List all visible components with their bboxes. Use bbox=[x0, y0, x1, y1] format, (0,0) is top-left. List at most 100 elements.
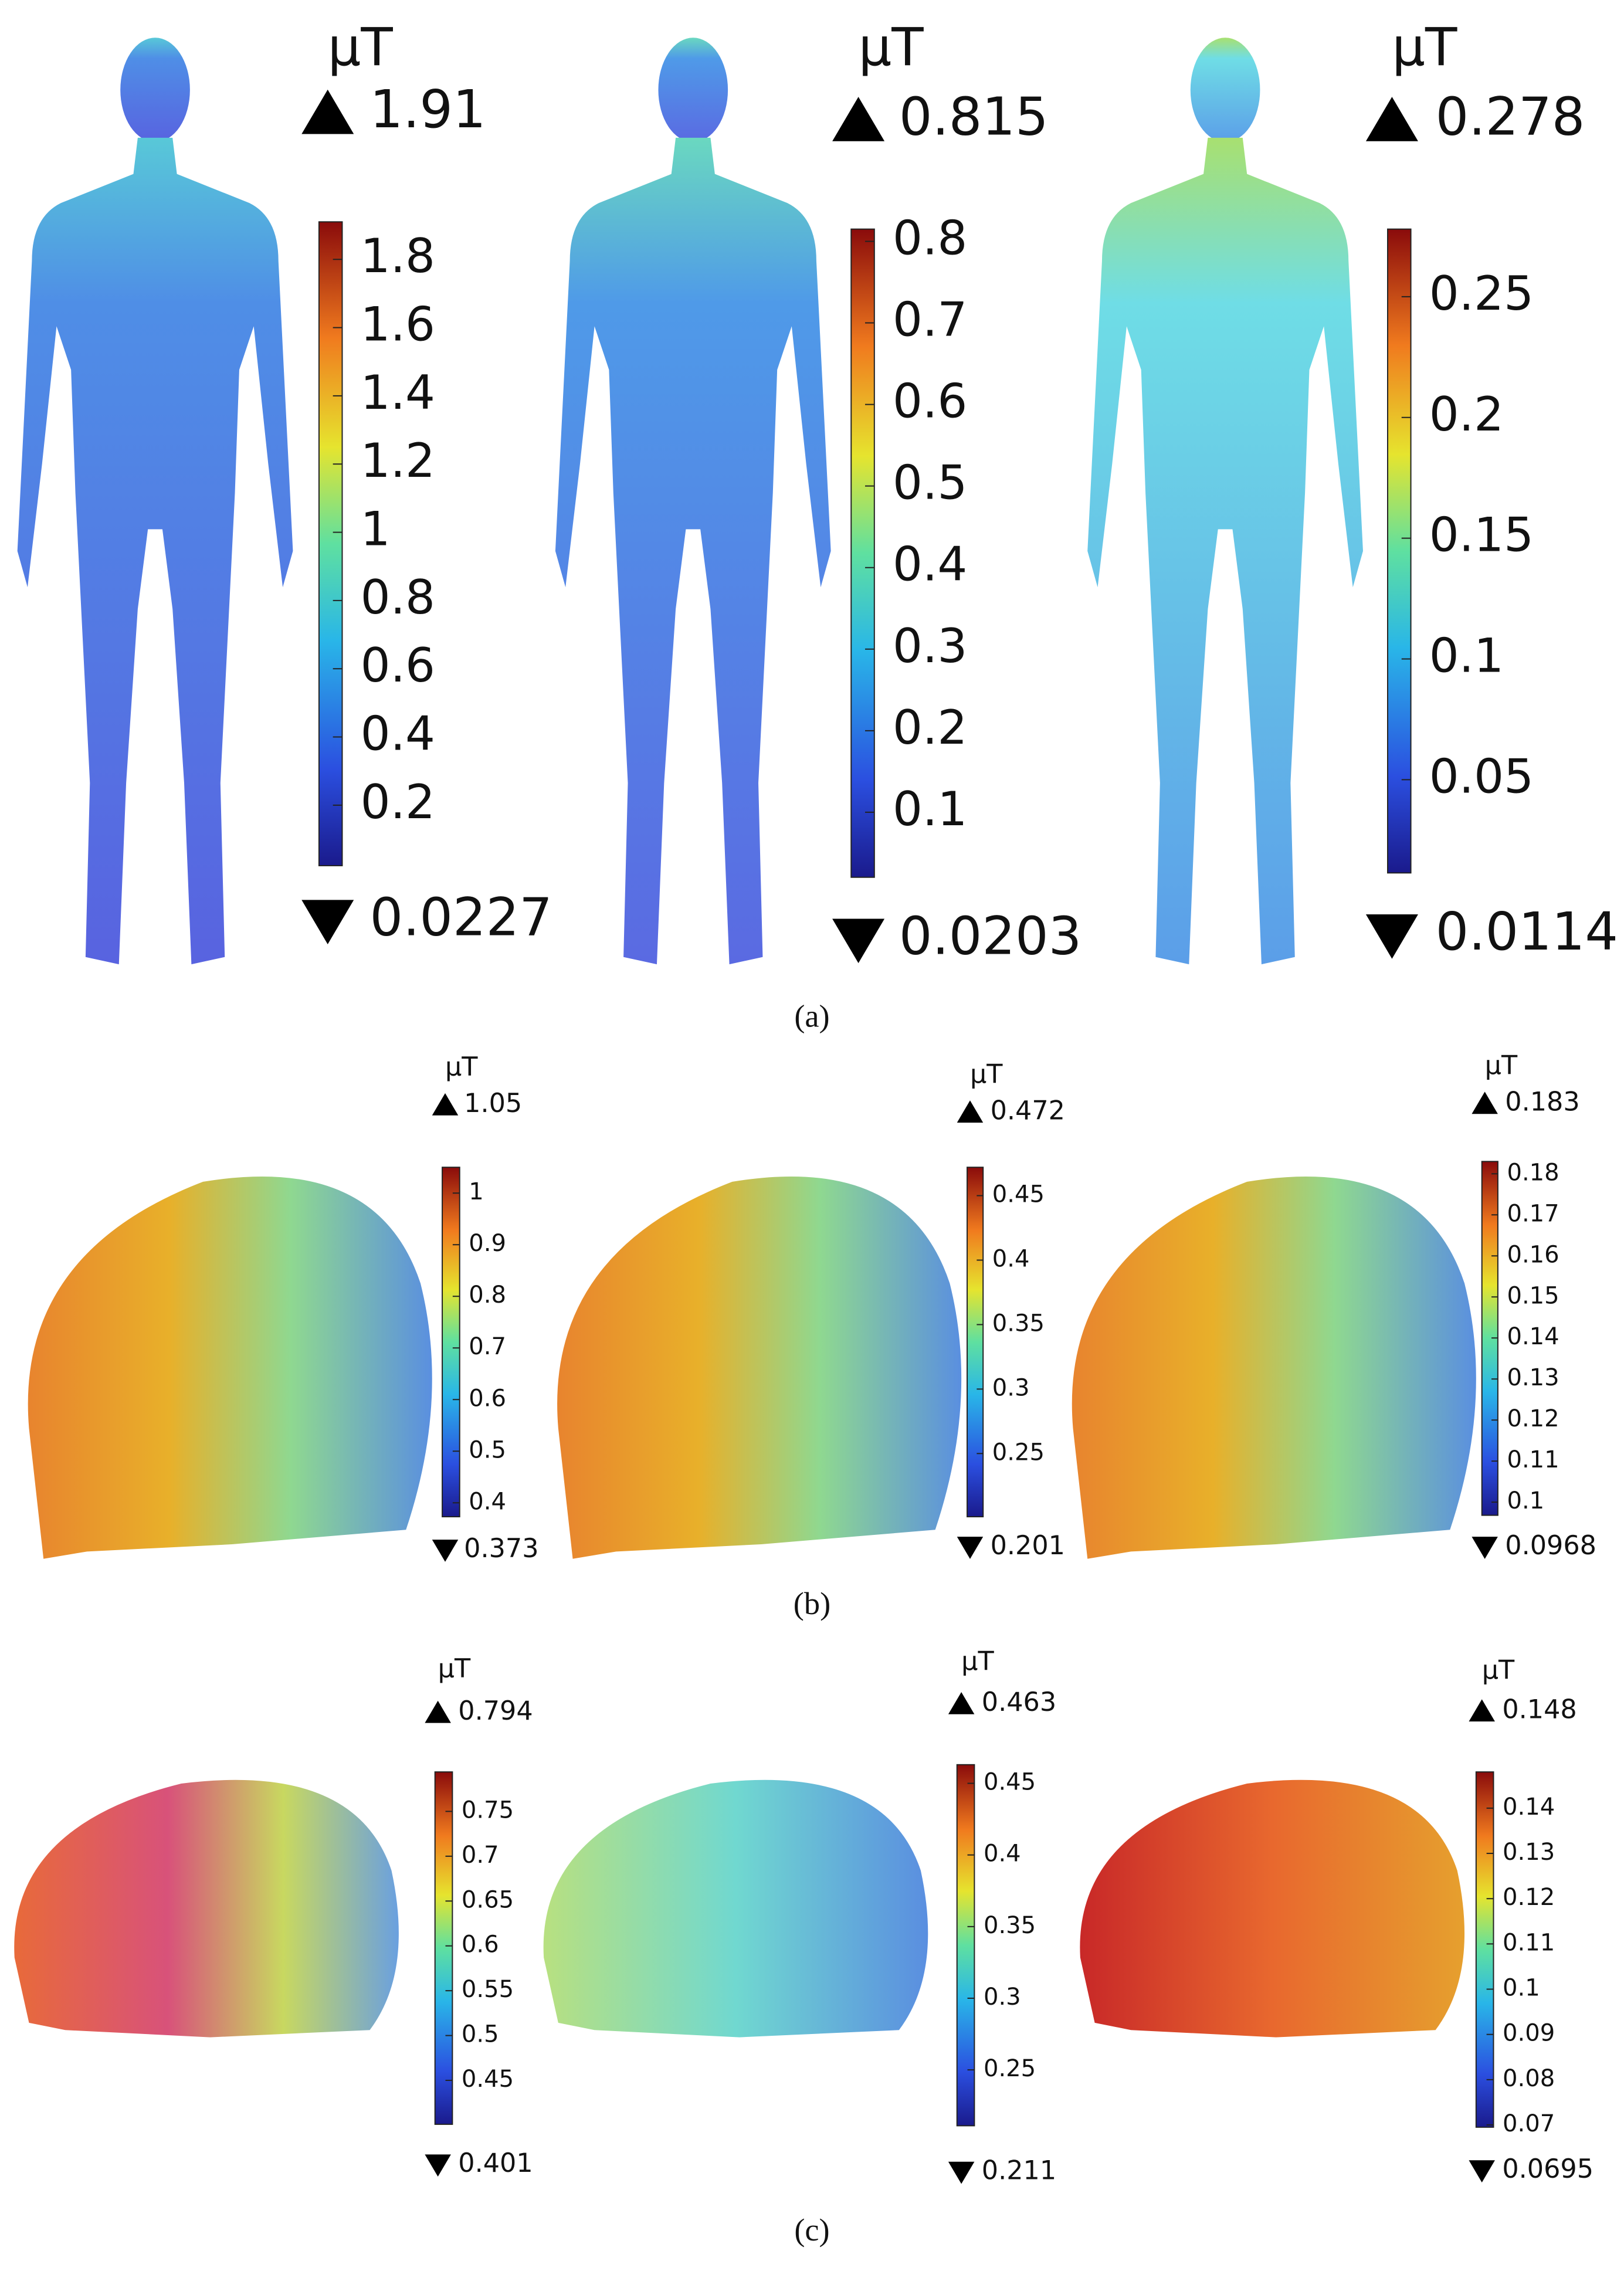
max-label: 0.815 bbox=[899, 86, 1049, 147]
colorbar-tick-label: 0.25 bbox=[984, 2055, 1036, 2082]
max-label: 0.278 bbox=[1436, 86, 1585, 147]
colorbar-tick-label: 0.8 bbox=[469, 1282, 506, 1309]
unit-label: μT bbox=[961, 1647, 994, 1677]
colorbar bbox=[967, 1167, 984, 1518]
max-marker bbox=[1472, 1091, 1498, 1114]
min-marker bbox=[948, 2161, 975, 2184]
body-model bbox=[1087, 38, 1363, 965]
min-label: 0.401 bbox=[458, 2148, 533, 2178]
body-model bbox=[17, 38, 293, 965]
max-label: 1.05 bbox=[464, 1089, 522, 1118]
unit-label: μT bbox=[1485, 1051, 1518, 1081]
max-label: 0.472 bbox=[991, 1096, 1065, 1126]
unit-label: μT bbox=[328, 16, 394, 77]
brain-model bbox=[1080, 1779, 1465, 2038]
max-marker bbox=[425, 1700, 451, 1723]
colorbar bbox=[318, 221, 343, 866]
colorbar-tick-label: 0.12 bbox=[1503, 1884, 1555, 1911]
colorbar-tick-label: 0.08 bbox=[1503, 2065, 1555, 2092]
min-label: 0.0114 bbox=[1436, 901, 1618, 962]
colorbar-tick-label: 1.8 bbox=[361, 229, 435, 283]
colorbar-tick-label: 0.11 bbox=[1507, 1446, 1559, 1473]
min-marker bbox=[1472, 1537, 1498, 1559]
min-label: 0.373 bbox=[464, 1534, 538, 1564]
colorbar-tick-label: 0.45 bbox=[984, 1769, 1036, 1796]
colorbar-tick-label: 0.4 bbox=[469, 1488, 506, 1515]
colorbar-tick-label: 0.6 bbox=[469, 1385, 506, 1412]
min-label: 0.0203 bbox=[899, 905, 1081, 966]
colorbar-tick-label: 0.8 bbox=[893, 211, 967, 265]
unit-label: μT bbox=[1392, 16, 1457, 77]
colorbar-tick-label: 0.4 bbox=[361, 706, 435, 761]
colorbar-tick-label: 0.2 bbox=[893, 700, 967, 755]
colorbar-tick-label: 0.13 bbox=[1507, 1364, 1559, 1391]
colorbar bbox=[442, 1167, 460, 1518]
colorbar bbox=[1387, 228, 1412, 874]
panel-caption: (c) bbox=[794, 2212, 829, 2248]
colorbar-tick-label: 0.14 bbox=[1507, 1323, 1559, 1350]
colorbar-tick-label: 0.5 bbox=[469, 1436, 506, 1463]
max-label: 0.148 bbox=[1502, 1694, 1576, 1724]
colorbar-tick-label: 0.1 bbox=[1429, 628, 1504, 683]
colorbar-tick-label: 0.1 bbox=[1503, 1975, 1540, 2002]
colorbar bbox=[434, 1771, 453, 2125]
min-marker bbox=[301, 900, 354, 944]
max-marker bbox=[1469, 1699, 1495, 1722]
colorbar-tick-label: 0.8 bbox=[361, 570, 435, 625]
min-marker bbox=[957, 1537, 984, 1559]
colorbar-tick-label: 1 bbox=[361, 502, 391, 557]
colorbar-tick-label: 0.35 bbox=[984, 1912, 1036, 1939]
colorbar-tick-label: 0.6 bbox=[462, 1931, 499, 1958]
colorbar-tick-label: 0.17 bbox=[1507, 1200, 1559, 1227]
min-label: 0.0695 bbox=[1502, 2154, 1594, 2184]
colorbar-tick-label: 0.35 bbox=[992, 1310, 1045, 1337]
colorbar-tick-label: 0.6 bbox=[893, 374, 967, 429]
unit-label: μT bbox=[970, 1059, 1003, 1089]
colorbar-tick-label: 0.07 bbox=[1503, 2110, 1555, 2137]
colorbar-tick-label: 0.15 bbox=[1429, 508, 1534, 562]
min-label: 0.201 bbox=[991, 1531, 1065, 1561]
max-label: 1.91 bbox=[369, 79, 486, 140]
colorbar-tick-label: 0.3 bbox=[992, 1374, 1030, 1401]
unit-label: μT bbox=[438, 1654, 471, 1684]
colorbar-tick-label: 0.2 bbox=[361, 775, 435, 829]
brain-model bbox=[543, 1779, 928, 2038]
colorbar-tick-label: 0.25 bbox=[1429, 266, 1534, 321]
colorbar-tick-label: 0.4 bbox=[893, 537, 967, 592]
colorbar-tick-label: 0.12 bbox=[1507, 1405, 1559, 1432]
min-marker bbox=[832, 918, 885, 964]
body-images bbox=[14, 38, 1476, 2038]
colorbar-tick-label: 0.14 bbox=[1503, 1794, 1555, 1821]
colorbar-tick-label: 0.11 bbox=[1503, 1929, 1555, 1956]
colorbar bbox=[1475, 1771, 1494, 2128]
colorbar-tick-label: 0.9 bbox=[469, 1230, 506, 1257]
colorbar-tick-label: 0.2 bbox=[1429, 387, 1504, 442]
max-marker bbox=[948, 1691, 975, 1714]
colorbar-tick-label: 0.65 bbox=[462, 1886, 514, 1913]
colorbar-tick-label: 0.4 bbox=[992, 1246, 1030, 1273]
max-label: 0.463 bbox=[982, 1687, 1056, 1717]
colorbar-tick-label: 0.16 bbox=[1507, 1241, 1559, 1268]
colorbar-tick-label: 1.4 bbox=[361, 365, 435, 420]
colorbar-tick-label: 0.4 bbox=[984, 1840, 1021, 1867]
min-marker bbox=[1365, 914, 1418, 959]
colorbar-tick-label: 0.18 bbox=[1507, 1159, 1559, 1186]
colorbar-tick-label: 0.09 bbox=[1503, 2020, 1555, 2047]
body-model bbox=[555, 38, 831, 965]
min-label: 0.0968 bbox=[1505, 1531, 1596, 1561]
colorbar bbox=[850, 228, 875, 878]
colorbar-tick-label: 0.7 bbox=[462, 1842, 499, 1869]
panel-caption: (b) bbox=[794, 1586, 830, 1621]
max-marker bbox=[432, 1093, 459, 1116]
unit-label: μT bbox=[1482, 1656, 1515, 1686]
min-label: 0.0227 bbox=[369, 886, 552, 947]
min-marker bbox=[1469, 2160, 1495, 2183]
colorbar-tick-label: 1.2 bbox=[361, 433, 435, 488]
colorbar-tick-label: 1.6 bbox=[361, 297, 435, 352]
max-label: 0.183 bbox=[1505, 1087, 1579, 1117]
skull-model bbox=[1072, 1176, 1476, 1559]
colorbar-tick-label: 0.45 bbox=[462, 2066, 514, 2093]
colorbar-tick-label: 0.05 bbox=[1429, 749, 1534, 804]
colorbar-tick-label: 0.55 bbox=[462, 1976, 514, 2003]
